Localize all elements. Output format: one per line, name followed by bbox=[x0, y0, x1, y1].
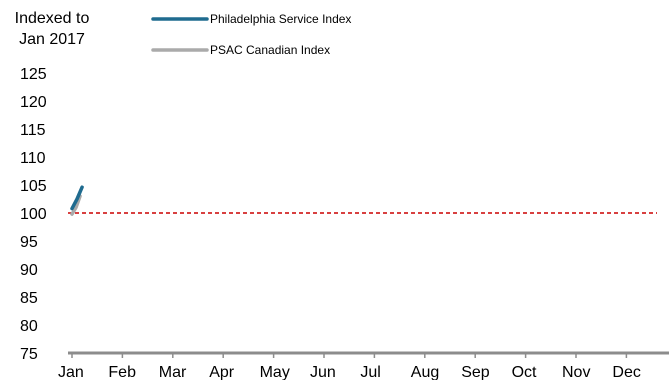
x-tick-label: Dec bbox=[612, 364, 640, 380]
y-tick-label: 75 bbox=[20, 346, 38, 363]
y-tick-label: 115 bbox=[20, 122, 46, 139]
x-tick-label: Nov bbox=[562, 364, 590, 380]
x-tick-label: Apr bbox=[209, 364, 235, 380]
y-tick-label: 120 bbox=[20, 94, 47, 111]
y-axis-ticks: 75 80 85 90 95 100 105 110 115 120 125 bbox=[20, 66, 47, 363]
y-tick-label: 100 bbox=[20, 206, 47, 223]
series-group bbox=[70, 185, 84, 216]
series-line-1 bbox=[70, 194, 82, 216]
y-tick-label: 80 bbox=[20, 318, 38, 335]
y-axis-title: Indexed to Jan 2017 bbox=[14, 10, 90, 48]
x-tick-label: Oct bbox=[512, 364, 537, 380]
x-axis: Jan Feb Mar Apr May Jun Jul Aug Sep Oct Nov Dec bbox=[58, 351, 669, 380]
x-tick-label: Jul bbox=[360, 364, 380, 380]
x-tick-label: Jun bbox=[310, 364, 336, 380]
x-tick-label: Jan bbox=[58, 364, 84, 380]
legend-label-0: Philadelphia Service Index bbox=[210, 12, 351, 26]
y-tick-label: 125 bbox=[20, 66, 47, 83]
x-tick-label: May bbox=[260, 364, 290, 380]
y-tick-label: 95 bbox=[20, 234, 38, 251]
series-line-0 bbox=[70, 185, 84, 211]
y-tick-label: 85 bbox=[20, 290, 38, 307]
y-tick-label: 105 bbox=[20, 178, 47, 195]
x-tick-label: Mar bbox=[159, 364, 187, 380]
y-tick-label: 110 bbox=[20, 150, 46, 167]
y-tick-label: 90 bbox=[20, 262, 38, 279]
x-tick-label: Aug bbox=[411, 364, 439, 380]
legend: Philadelphia Service Index PSAC Canadian … bbox=[151, 12, 351, 57]
legend-label-1: PSAC Canadian Index bbox=[210, 43, 330, 57]
x-tick-label: Feb bbox=[108, 364, 136, 380]
x-tick-label: Sep bbox=[461, 364, 490, 380]
